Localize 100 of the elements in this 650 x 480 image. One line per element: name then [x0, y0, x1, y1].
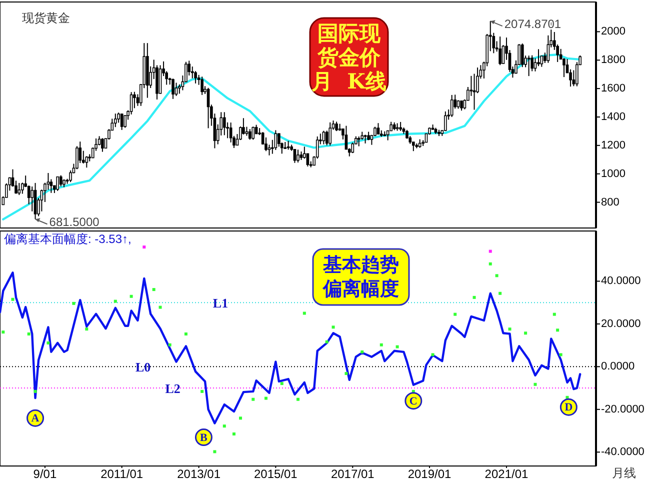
point	[72, 302, 76, 305]
point	[232, 432, 236, 436]
y-tick-label: 40.0000	[601, 275, 641, 288]
point	[85, 328, 88, 331]
candlestick	[460, 100, 463, 112]
annotation: 月 K线	[310, 68, 386, 94]
point	[498, 292, 502, 295]
x-tick-label: 2017/01	[330, 467, 375, 480]
ref-line-label: L2	[165, 381, 180, 396]
candlestick	[56, 176, 60, 192]
candlestick	[351, 142, 354, 154]
candlestick	[200, 76, 204, 96]
y-tick-label: 2000	[601, 26, 626, 38]
candlestick	[194, 70, 197, 84]
annotation: A	[31, 412, 40, 425]
x-tick-label: 2021/01	[484, 467, 529, 480]
x-tick-label: 2013/01	[177, 467, 221, 480]
candlestick	[527, 55, 530, 77]
candlestick	[328, 122, 332, 146]
y-tick-label: 1200	[601, 139, 626, 152]
candlestick	[274, 130, 278, 150]
annotation: B	[200, 432, 208, 444]
candlestick	[18, 182, 21, 196]
candlestick	[264, 136, 268, 152]
point	[344, 372, 348, 375]
y-tick-label: 20.0000	[601, 318, 641, 330]
candlestick	[498, 36, 502, 66]
y-tick-label: 1000	[601, 168, 626, 180]
candlestick	[444, 110, 447, 132]
candlestick	[325, 130, 328, 146]
point	[184, 332, 188, 336]
ref-line-label: L0	[135, 360, 151, 375]
point	[552, 312, 556, 316]
x-tick-label: 2019/01	[408, 467, 452, 480]
candlestick	[530, 54, 534, 72]
candlestick	[520, 43, 524, 68]
point	[239, 416, 242, 420]
point	[130, 294, 133, 298]
point	[534, 382, 537, 386]
candlestick	[124, 114, 127, 128]
annotation: 681.5000	[49, 215, 100, 230]
ref-line-label: L1	[212, 296, 228, 311]
y-tick-label: -20.0000	[601, 403, 644, 416]
point	[508, 328, 512, 331]
point	[158, 306, 162, 309]
candlestick	[117, 112, 120, 124]
point	[488, 262, 492, 266]
candlestick	[76, 146, 78, 170]
candlestick	[30, 186, 34, 212]
point	[332, 326, 335, 329]
y-tick-label: 0.0000	[601, 360, 635, 373]
candlestick	[120, 113, 124, 130]
point	[524, 332, 528, 335]
candlestick	[133, 91, 136, 109]
y-tick-label: -40.0000	[601, 446, 644, 458]
annotation: C	[409, 395, 418, 408]
point	[360, 350, 364, 354]
point	[222, 424, 226, 428]
chart-title: 偏离基本面幅度: -3.53↑,	[4, 232, 132, 246]
annotation: 基本趋势偏离幅度	[322, 254, 399, 300]
point	[213, 450, 216, 454]
point	[472, 296, 476, 299]
point	[46, 341, 50, 344]
point	[488, 250, 492, 253]
candlestick	[222, 112, 226, 136]
candlestick	[335, 121, 338, 132]
candlestick	[357, 136, 360, 147]
point	[302, 312, 306, 315]
candlestick	[537, 48, 540, 67]
point	[11, 298, 14, 301]
point	[142, 246, 146, 249]
candlestick	[268, 144, 271, 156]
x-tick-label: 2015/01	[254, 467, 298, 480]
point	[34, 390, 37, 393]
annotation: 国际现货金价	[316, 20, 382, 70]
point	[200, 390, 204, 393]
point	[280, 382, 284, 386]
candlestick	[174, 82, 178, 96]
point	[2, 330, 5, 334]
candlestick	[562, 58, 566, 78]
candlestick	[114, 113, 117, 128]
candlestick	[248, 128, 252, 140]
point	[152, 288, 156, 292]
x-tick-label: 9/01	[33, 467, 57, 480]
y-tick-label: 1400	[601, 110, 626, 123]
candlestick	[21, 182, 24, 194]
candlestick	[34, 182, 37, 220]
x-tick-label: 2011/01	[100, 467, 144, 480]
point	[296, 398, 300, 401]
point	[325, 340, 328, 344]
point	[431, 353, 434, 356]
candlestick	[59, 174, 62, 187]
text: 月线	[612, 466, 636, 480]
point	[168, 343, 172, 346]
point	[495, 274, 498, 278]
point	[27, 332, 30, 336]
candlestick	[296, 149, 300, 163]
y-tick-label: 800	[601, 196, 620, 208]
candlestick	[172, 78, 174, 100]
candlestick	[569, 68, 572, 88]
